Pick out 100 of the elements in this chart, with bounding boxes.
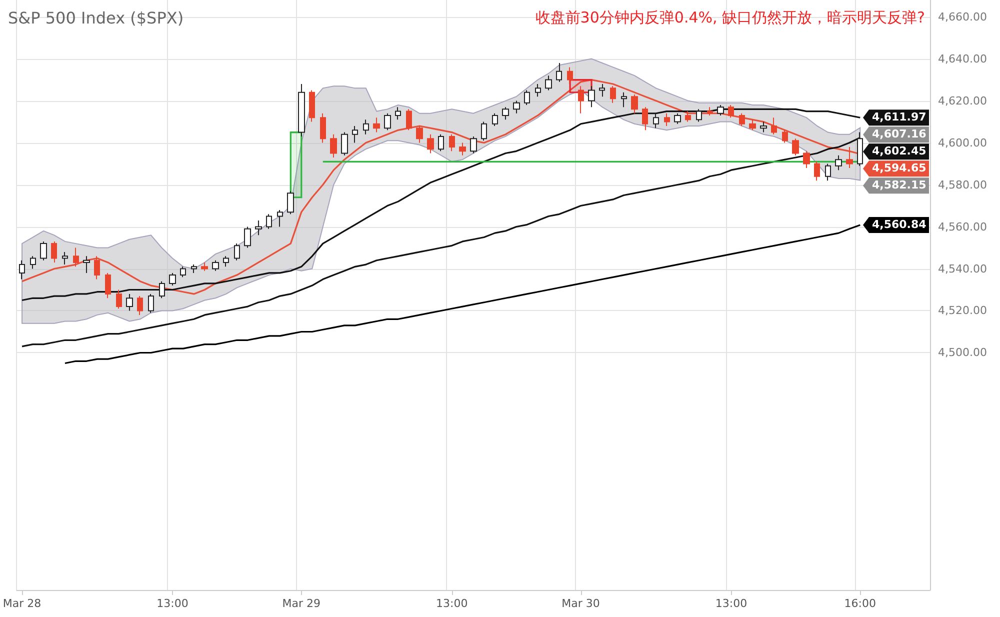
candlestick: [739, 112, 745, 126]
candlestick: [83, 256, 90, 274]
candlestick: [62, 251, 68, 266]
annotation: 4,594.65: [872, 162, 926, 175]
candlestick: [416, 125, 423, 144]
candlestick: [287, 190, 294, 215]
candlestick: [234, 243, 240, 261]
candlestick: [803, 150, 810, 168]
y-tick-label: 4,580.00: [938, 178, 987, 192]
candlestick: [513, 100, 520, 114]
candlestick: [427, 134, 434, 154]
candlestick: [212, 260, 219, 272]
candlestick: [857, 132, 863, 166]
candlestick: [717, 104, 724, 116]
candlestick: [610, 86, 616, 104]
line-series: [21, 108, 861, 302]
candlestick: [51, 240, 57, 263]
candlestick: [266, 214, 272, 230]
candlestick: [846, 146, 853, 168]
candlestick: [578, 86, 584, 114]
candlestick: [30, 256, 36, 270]
candlestick: [201, 262, 208, 272]
candlestick: [73, 247, 79, 268]
candlestick: [502, 106, 509, 120]
candlestick: [728, 104, 734, 118]
candlestick: [653, 112, 659, 129]
candlestick: [94, 256, 100, 280]
candlestick: [309, 90, 315, 122]
candlestick: [406, 108, 412, 131]
candlestick: [352, 125, 358, 144]
candlestick: [588, 86, 595, 108]
y-tick-label: 4,520.00: [938, 304, 987, 318]
candlestick: [449, 134, 455, 152]
candlestick: [771, 117, 777, 135]
candlestick: [459, 142, 466, 156]
candlestick: [642, 106, 648, 131]
candlestick: [760, 121, 767, 133]
x-tick-label: Mar 28: [2, 597, 42, 610]
candlestick: [567, 66, 573, 84]
annotation: 4,582.15: [872, 178, 926, 192]
candlestick: [105, 272, 111, 299]
candlestick: [19, 260, 25, 280]
x-tick-label: Mar 29: [282, 597, 321, 610]
y-tick-label: 4,660.00: [938, 10, 987, 24]
candlestick: [825, 163, 831, 182]
x-tick-label: 13:00: [436, 597, 468, 610]
candlestick: [298, 83, 305, 137]
y-tick-label: 4,540.00: [938, 262, 987, 276]
candlestick: [277, 209, 283, 228]
line-series: [64, 224, 861, 364]
candlestick: [180, 266, 186, 278]
candlestick: [696, 108, 702, 122]
candlestick: [535, 83, 541, 98]
candlestick: [341, 132, 348, 156]
candlestick: [664, 112, 670, 126]
candlestick: [492, 112, 498, 126]
candlestick: [782, 130, 788, 144]
line-series: [21, 136, 861, 348]
candlestick: [470, 136, 477, 154]
candlestick: [191, 264, 197, 274]
candlestick: [244, 226, 251, 248]
candlestick: [159, 280, 165, 299]
x-tick-label: 13:00: [156, 597, 188, 610]
candlestick: [363, 119, 369, 135]
candlestick: [330, 134, 337, 158]
candlestick: [320, 112, 326, 144]
candlestick: [685, 110, 691, 122]
candlestick: [524, 90, 530, 106]
candlestick: [481, 121, 487, 142]
candlestick: [137, 296, 143, 316]
text: S&P 500 Index ($SPX): [8, 8, 184, 28]
candlestick: [116, 289, 122, 310]
annotation: 4,607.16: [872, 128, 927, 141]
candlestick: [621, 92, 627, 108]
candlestick: [169, 272, 176, 286]
annotation: 收盘前30分钟内反弹0.4%, 缺口仍然开放，暗示明天反弹?: [535, 8, 926, 26]
candlestick: [674, 112, 681, 124]
x-tick-label: 13:00: [715, 597, 748, 610]
annotation: 4,602.45: [872, 144, 926, 158]
candlestick: [126, 293, 133, 312]
y-tick-label: 4,560.00: [938, 220, 987, 234]
candlestick: [373, 117, 380, 133]
annotation: 4,560.84: [872, 218, 927, 231]
candlestick: [384, 112, 391, 131]
candlestick: [40, 240, 47, 261]
candlestick: [792, 138, 799, 156]
candlestick: [148, 293, 154, 314]
candlestick: [556, 62, 562, 82]
candlestick: [395, 106, 401, 120]
x-tick-label: 16:00: [844, 597, 876, 610]
candlestick: [438, 134, 444, 152]
y-tick-label: 4,620.00: [938, 94, 987, 108]
candlestick: [545, 75, 552, 91]
candlestick: [707, 106, 713, 116]
x-tick-label: Mar 30: [562, 597, 600, 610]
y-tick-label: 4,600.00: [938, 136, 987, 150]
annotation: 4,611.97: [872, 110, 926, 124]
y-tick-label: 4,640.00: [938, 52, 987, 66]
y-tick-label: 4,500.00: [938, 346, 987, 360]
candlestick: [631, 94, 638, 114]
